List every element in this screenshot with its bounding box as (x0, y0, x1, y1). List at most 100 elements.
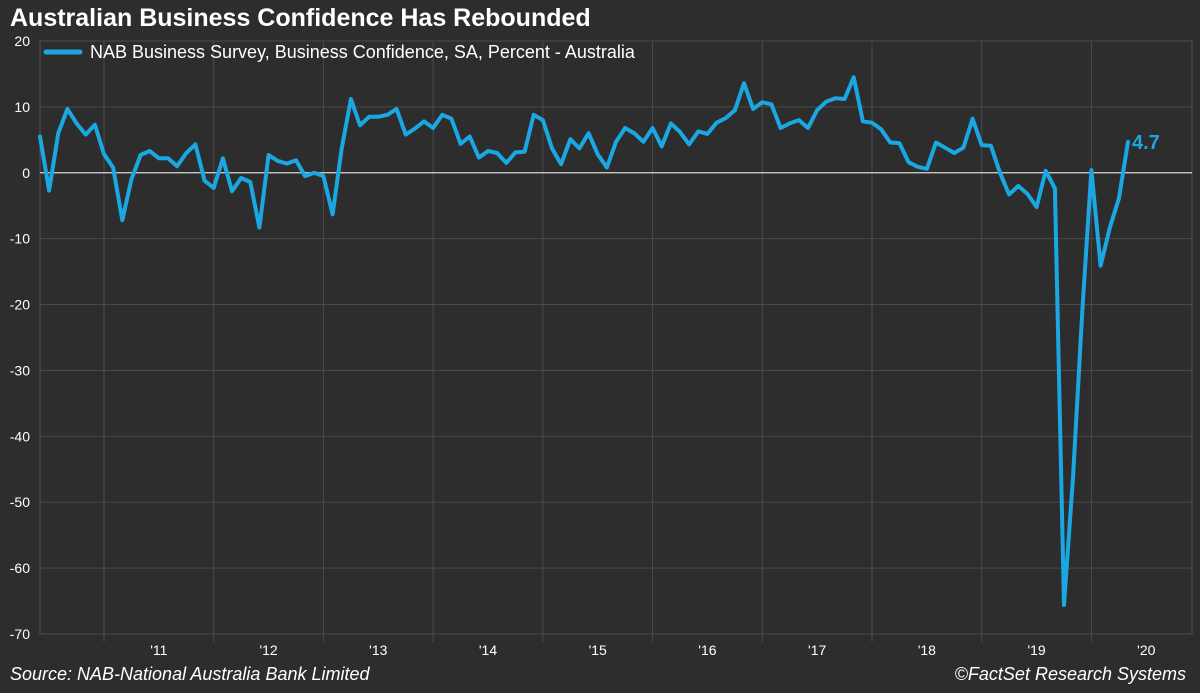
data-point (194, 143, 197, 146)
data-point (925, 167, 928, 170)
data-point (377, 115, 380, 118)
data-point (276, 159, 279, 162)
data-point (1035, 206, 1038, 209)
y-tick-label: -60 (10, 560, 30, 576)
data-point (1053, 187, 1056, 190)
data-point (57, 132, 60, 135)
x-tick-label: '17 (808, 642, 826, 658)
data-point (999, 171, 1002, 174)
data-point (980, 144, 983, 147)
data-point (669, 122, 672, 125)
data-point (112, 166, 115, 169)
data-point (432, 127, 435, 130)
data-point (349, 98, 352, 101)
copyright-note: ©FactSet Research Systems (954, 664, 1186, 684)
data-point (560, 163, 563, 166)
y-tick-label: -70 (10, 626, 30, 642)
data-point (1090, 169, 1093, 172)
data-point (706, 132, 709, 135)
data-point (157, 157, 160, 160)
data-point (944, 146, 947, 149)
data-point (1081, 310, 1084, 313)
legend: NAB Business Survey, Business Confidence… (43, 42, 636, 62)
data-point (295, 159, 298, 162)
data-point (386, 113, 389, 116)
data-point (1008, 193, 1011, 196)
y-tick-label: -10 (10, 231, 30, 247)
last-value-label: 4.7 (1132, 132, 1160, 154)
y-tick-label: -30 (10, 362, 30, 378)
data-point (679, 130, 682, 133)
data-point (752, 107, 755, 110)
data-point (203, 179, 206, 182)
data-point (459, 142, 462, 145)
data-point (797, 119, 800, 122)
data-point (39, 135, 42, 138)
data-point (733, 109, 736, 112)
data-point (761, 101, 764, 104)
y-tick-label: -50 (10, 494, 30, 510)
y-tick-label: 20 (14, 33, 30, 49)
data-point (743, 82, 746, 85)
data-point (240, 177, 243, 180)
x-tick-label: '12 (259, 642, 277, 658)
data-point (615, 140, 618, 143)
y-axis-ticks: 20 10 0 -10 -20 -30 -40 -50 -60 -70 (10, 33, 30, 642)
source-note: Source: NAB-National Australia Bank Limi… (10, 664, 370, 684)
data-point (1127, 140, 1130, 143)
data-point (423, 120, 426, 123)
data-point (148, 150, 151, 153)
x-tick-label: '11 (150, 642, 167, 658)
x-tick-label: '16 (698, 642, 716, 658)
data-point (468, 135, 471, 138)
data-point (322, 175, 325, 178)
data-point (989, 144, 992, 147)
data-point (176, 165, 179, 168)
data-point (368, 115, 371, 118)
data-point (861, 120, 864, 123)
data-point (404, 133, 407, 136)
data-point (825, 100, 828, 103)
gridlines (39, 40, 1193, 642)
data-point (93, 123, 96, 126)
data-points (39, 76, 1130, 607)
data-point (441, 113, 444, 116)
data-point (477, 156, 480, 159)
data-point (1117, 197, 1120, 200)
series-line (38, 75, 1130, 607)
data-point (1072, 474, 1075, 477)
data-point (130, 178, 133, 181)
data-point (907, 161, 910, 164)
data-point (84, 133, 87, 136)
data-point (578, 147, 581, 150)
data-point (267, 154, 270, 157)
data-point (66, 107, 69, 110)
y-tick-label: 10 (14, 99, 30, 115)
data-point (285, 162, 288, 165)
data-point (121, 219, 124, 222)
y-tick-label: 0 (22, 165, 30, 181)
data-point (395, 107, 398, 110)
y-tick-label: -20 (10, 297, 30, 313)
data-point (916, 165, 919, 168)
data-point (139, 154, 142, 157)
data-point (596, 153, 599, 156)
data-point (551, 147, 554, 150)
data-point (633, 132, 636, 135)
data-point (660, 145, 663, 148)
data-point (852, 76, 855, 79)
data-point (103, 153, 106, 156)
data-point (834, 97, 837, 100)
data-point (715, 121, 718, 124)
data-point (651, 127, 654, 130)
x-tick-label: '14 (479, 642, 497, 658)
data-point (953, 152, 956, 155)
data-point (587, 132, 590, 135)
data-point (75, 122, 78, 125)
data-point (843, 98, 846, 101)
data-point (569, 138, 572, 141)
x-axis-ticks: '11 '12 '13 '14 '15 '16 '17 '18 '19 '20 (150, 642, 1155, 658)
data-point (688, 143, 691, 146)
data-point (541, 119, 544, 122)
data-point (331, 213, 334, 216)
